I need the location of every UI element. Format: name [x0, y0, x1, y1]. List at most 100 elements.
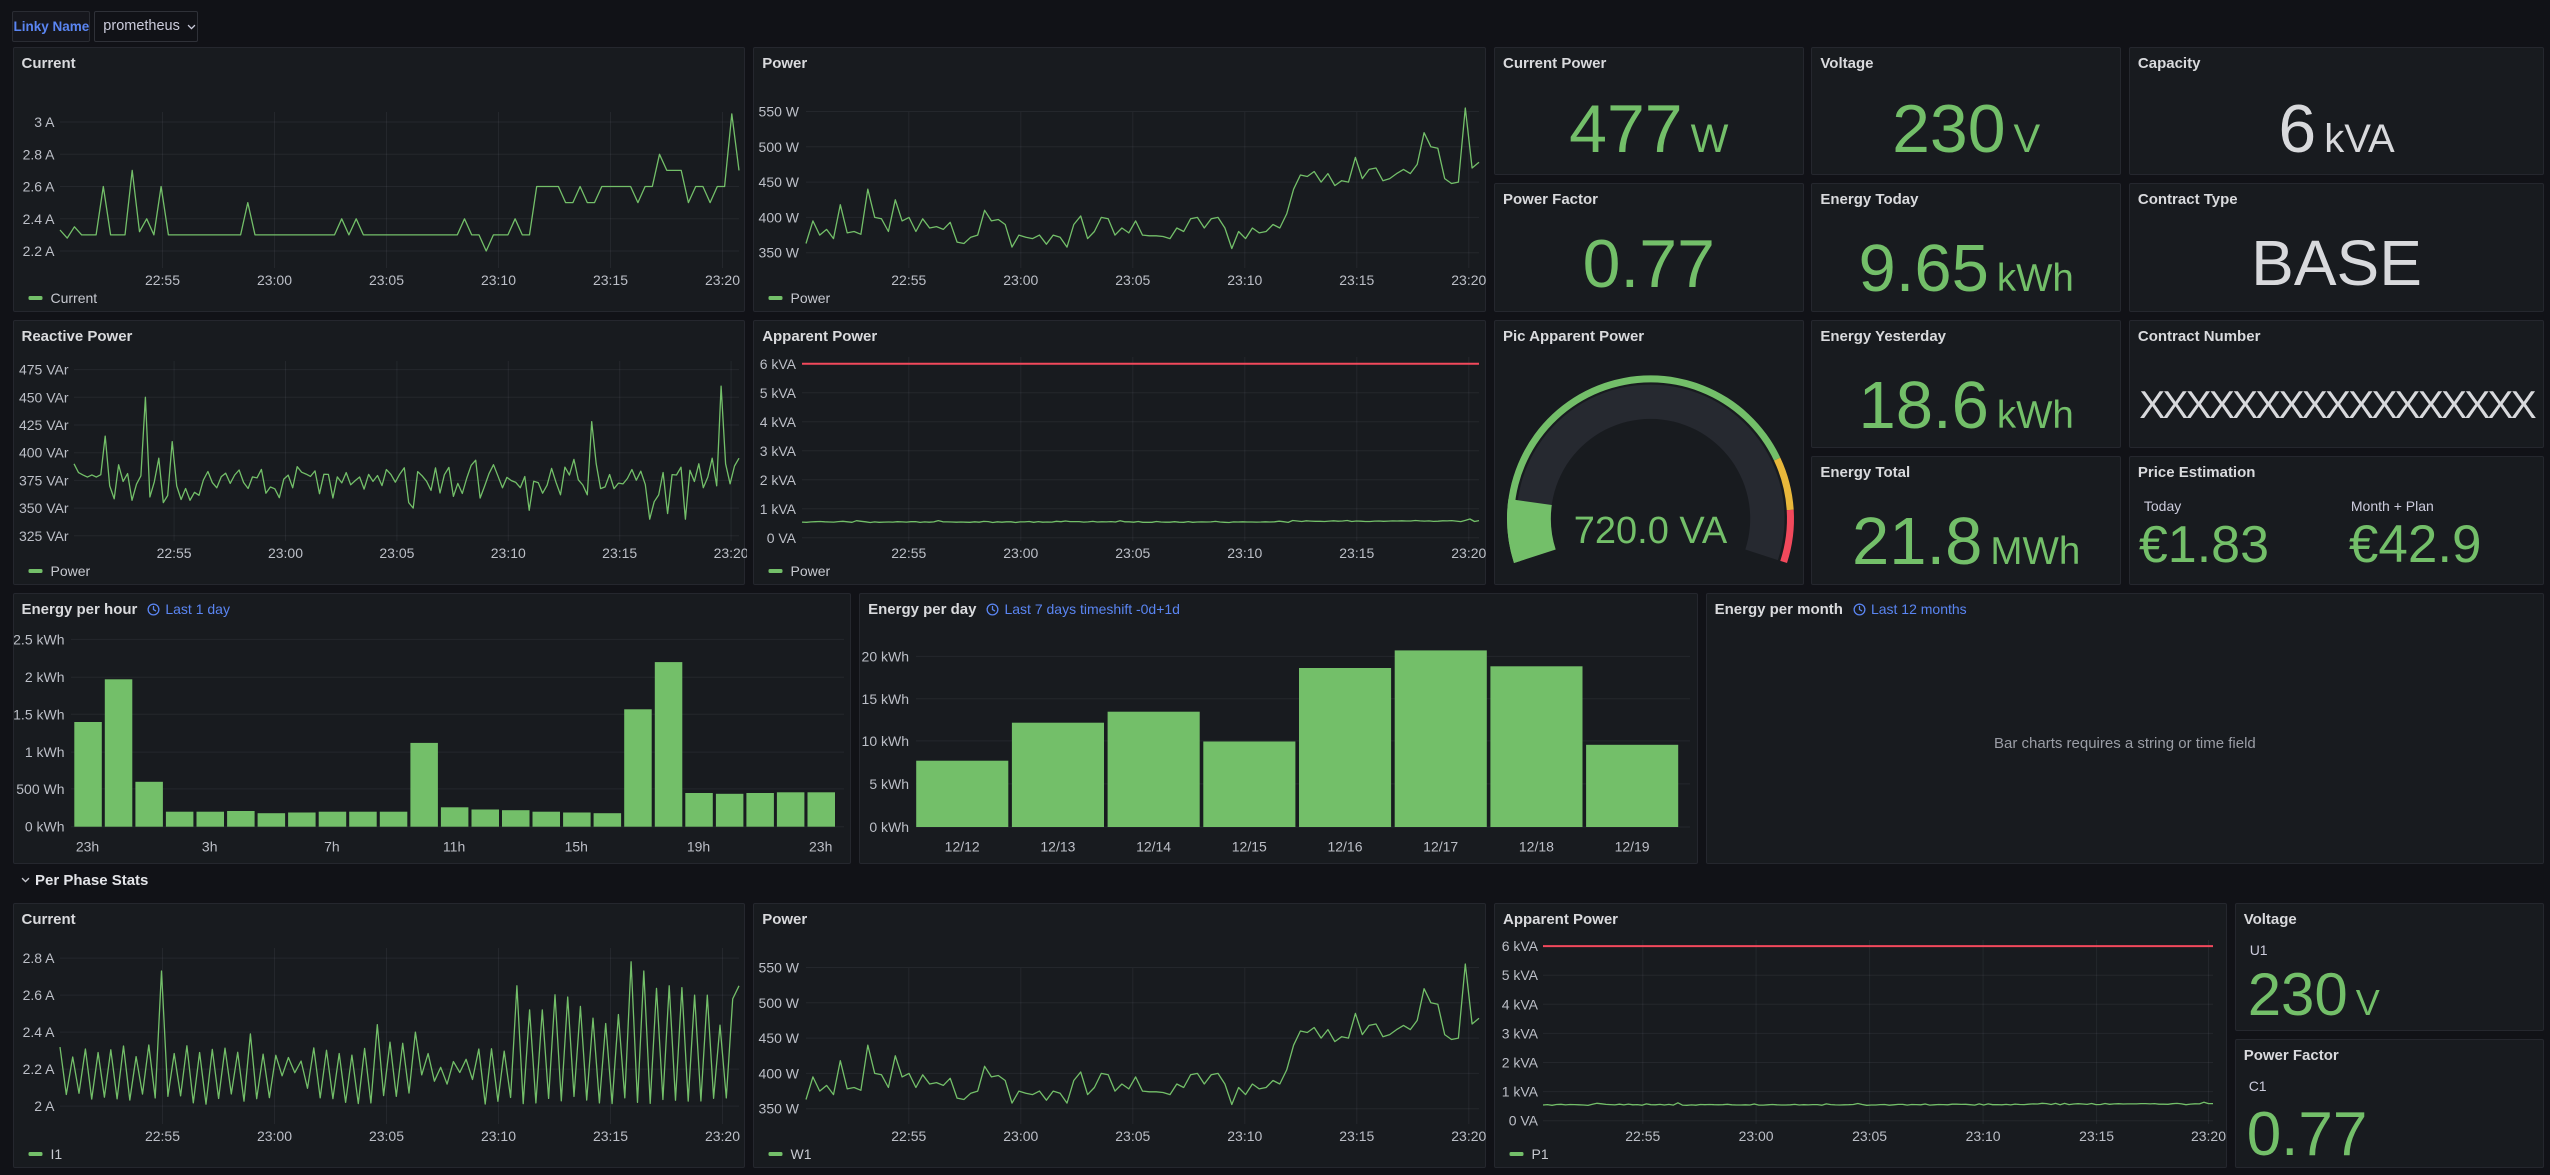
svg-text:7h: 7h — [324, 838, 340, 854]
svg-text:I1: I1 — [50, 1146, 62, 1162]
svg-text:23h: 23h — [75, 838, 98, 854]
svg-text:23:10: 23:10 — [1227, 272, 1262, 288]
svg-text:325 VAr: 325 VAr — [18, 528, 68, 544]
svg-text:23:15: 23:15 — [592, 1128, 627, 1144]
svg-text:2 kVA: 2 kVA — [1502, 1054, 1539, 1070]
svg-text:0 kWh: 0 kWh — [24, 818, 64, 834]
svg-text:P1: P1 — [1532, 1146, 1549, 1162]
svg-text:23:05: 23:05 — [1852, 1128, 1887, 1144]
svg-text:3h: 3h — [201, 838, 217, 854]
svg-text:23:05: 23:05 — [379, 545, 414, 561]
svg-text:23:00: 23:00 — [1003, 1128, 1038, 1144]
svg-text:23:00: 23:00 — [1739, 1128, 1774, 1144]
svg-text:15h: 15h — [564, 838, 587, 854]
svg-text:4 kVA: 4 kVA — [760, 414, 797, 430]
svg-text:23:10: 23:10 — [1966, 1128, 2001, 1144]
svg-text:12/14: 12/14 — [1136, 838, 1171, 854]
svg-text:23:15: 23:15 — [1339, 545, 1374, 561]
svg-text:23:00: 23:00 — [1003, 272, 1038, 288]
svg-text:500 Wh: 500 Wh — [16, 780, 64, 796]
svg-text:19h: 19h — [686, 838, 709, 854]
svg-text:12/18: 12/18 — [1519, 838, 1554, 854]
svg-text:23:15: 23:15 — [602, 545, 637, 561]
svg-text:400 VAr: 400 VAr — [18, 444, 68, 460]
svg-text:5 kVA: 5 kVA — [760, 385, 797, 401]
svg-text:23:10: 23:10 — [480, 1128, 515, 1144]
svg-text:2 kWh: 2 kWh — [24, 669, 64, 685]
svg-text:2 A: 2 A — [34, 1098, 55, 1114]
svg-text:Power: Power — [791, 563, 831, 579]
svg-text:23:05: 23:05 — [1115, 545, 1150, 561]
svg-text:23:00: 23:00 — [256, 1128, 291, 1144]
svg-text:375 VAr: 375 VAr — [18, 472, 68, 488]
svg-text:550 W: 550 W — [759, 959, 800, 975]
svg-text:2.5 kWh: 2.5 kWh — [14, 631, 65, 647]
svg-text:23h: 23h — [809, 838, 832, 854]
svg-text:22:55: 22:55 — [891, 545, 926, 561]
svg-text:12/16: 12/16 — [1328, 838, 1363, 854]
svg-text:Power: Power — [50, 563, 90, 579]
svg-text:475 VAr: 475 VAr — [18, 361, 68, 377]
svg-text:450 W: 450 W — [759, 1030, 800, 1046]
svg-text:23:15: 23:15 — [592, 272, 627, 288]
svg-text:23:15: 23:15 — [1339, 272, 1374, 288]
svg-text:15 kWh: 15 kWh — [862, 690, 909, 706]
svg-text:1 kVA: 1 kVA — [760, 501, 797, 517]
svg-text:23:00: 23:00 — [256, 272, 291, 288]
svg-text:5 kWh: 5 kWh — [869, 775, 909, 791]
svg-text:1 kVA: 1 kVA — [1502, 1083, 1539, 1099]
svg-text:22:55: 22:55 — [1625, 1128, 1660, 1144]
svg-text:23:20: 23:20 — [713, 545, 746, 561]
svg-text:22:55: 22:55 — [156, 545, 191, 561]
svg-text:450 VAr: 450 VAr — [18, 389, 68, 405]
svg-text:3 A: 3 A — [34, 114, 55, 130]
svg-text:20 kWh: 20 kWh — [862, 648, 909, 664]
svg-text:6 kVA: 6 kVA — [760, 356, 797, 372]
svg-text:0 VA: 0 VA — [767, 530, 797, 546]
svg-text:23:20: 23:20 — [704, 272, 739, 288]
svg-text:2.2 A: 2.2 A — [22, 243, 55, 259]
svg-text:1.5 kWh: 1.5 kWh — [14, 706, 65, 722]
svg-text:6 kVA: 6 kVA — [1502, 938, 1539, 954]
svg-text:4 kVA: 4 kVA — [1502, 996, 1539, 1012]
svg-text:23:10: 23:10 — [480, 272, 515, 288]
svg-text:23:10: 23:10 — [1227, 1128, 1262, 1144]
svg-text:12/13: 12/13 — [1040, 838, 1075, 854]
svg-text:2.4 A: 2.4 A — [22, 211, 55, 227]
svg-text:500 W: 500 W — [759, 995, 800, 1011]
svg-text:3 kVA: 3 kVA — [1502, 1025, 1539, 1041]
svg-text:0 VA: 0 VA — [1509, 1112, 1539, 1128]
svg-text:23:05: 23:05 — [1115, 272, 1150, 288]
svg-text:23:15: 23:15 — [2079, 1128, 2114, 1144]
svg-text:1 kWh: 1 kWh — [24, 744, 64, 760]
svg-text:400 W: 400 W — [759, 1065, 800, 1081]
svg-text:3 kVA: 3 kVA — [760, 443, 797, 459]
svg-text:22:55: 22:55 — [144, 272, 179, 288]
svg-text:W1: W1 — [791, 1146, 812, 1162]
svg-text:350 W: 350 W — [759, 245, 800, 261]
svg-text:Current: Current — [50, 290, 97, 306]
svg-text:2.6 A: 2.6 A — [22, 987, 55, 1003]
svg-text:23:00: 23:00 — [267, 545, 302, 561]
svg-text:23:20: 23:20 — [1451, 272, 1486, 288]
svg-text:2.2 A: 2.2 A — [22, 1061, 55, 1077]
svg-text:12/19: 12/19 — [1615, 838, 1650, 854]
svg-text:12/17: 12/17 — [1423, 838, 1458, 854]
svg-text:22:55: 22:55 — [891, 272, 926, 288]
svg-text:500 W: 500 W — [759, 139, 800, 155]
svg-text:22:55: 22:55 — [144, 1128, 179, 1144]
svg-text:10 kWh: 10 kWh — [862, 732, 909, 748]
svg-text:2.4 A: 2.4 A — [22, 1024, 55, 1040]
svg-text:2.6 A: 2.6 A — [22, 179, 55, 195]
svg-text:5 kVA: 5 kVA — [1502, 967, 1539, 983]
svg-text:23:05: 23:05 — [368, 1128, 403, 1144]
svg-text:425 VAr: 425 VAr — [18, 417, 68, 433]
svg-text:450 W: 450 W — [759, 174, 800, 190]
svg-text:2.8 A: 2.8 A — [22, 146, 55, 162]
svg-text:22:55: 22:55 — [891, 1128, 926, 1144]
svg-text:23:10: 23:10 — [490, 545, 525, 561]
svg-text:23:00: 23:00 — [1003, 545, 1038, 561]
svg-text:550 W: 550 W — [759, 104, 800, 120]
svg-text:12/12: 12/12 — [945, 838, 980, 854]
svg-text:12/15: 12/15 — [1232, 838, 1267, 854]
